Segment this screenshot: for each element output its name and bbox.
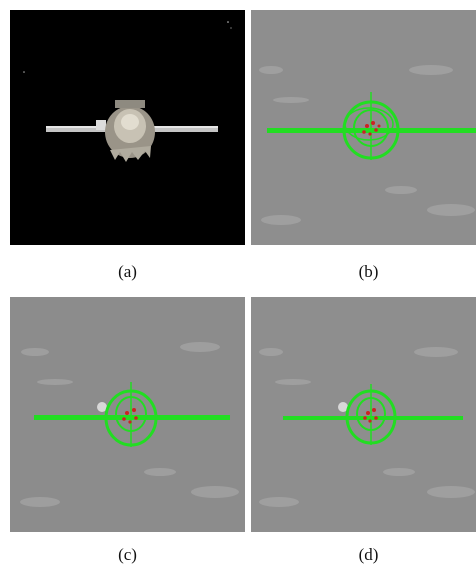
panel-d-image	[251, 297, 476, 532]
panel-c-image	[10, 297, 245, 532]
panel-b-image	[251, 10, 476, 245]
spacecraft-icon	[10, 10, 245, 245]
caption-d: (d)	[358, 545, 379, 564]
caption-a: (a)	[118, 262, 137, 281]
tracking-ellipse-icon	[251, 297, 476, 532]
tracking-ellipse-icon	[10, 297, 245, 532]
tracking-ellipse-icon	[251, 10, 476, 245]
caption-c: (c)	[118, 545, 137, 564]
caption-b: (b)	[358, 262, 379, 281]
panel-a-image	[10, 10, 245, 245]
